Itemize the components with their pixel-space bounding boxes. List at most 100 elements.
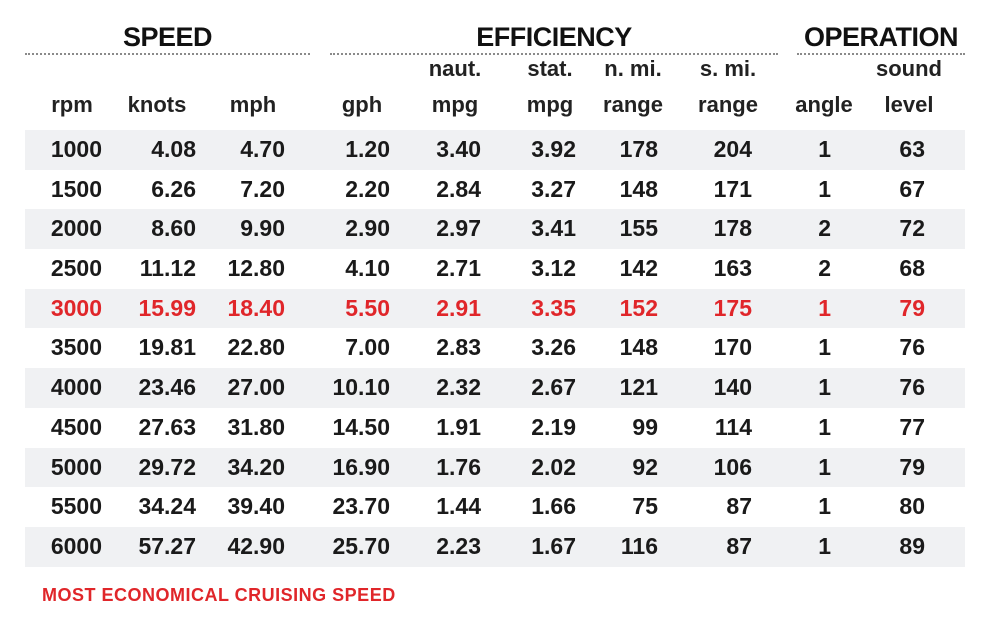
table-row: 5000 29.72 34.20 16.90 1.76 2.02 92 106 1 79	[25, 447, 965, 488]
cell-rpm: 5000	[50, 453, 102, 480]
table-row: 5500 34.24 39.40 23.70 1.44 1.66 75 87 1 80	[25, 487, 965, 527]
cell-mph: 34.20	[227, 453, 285, 480]
cell-angle: 1	[818, 136, 831, 162]
cell-mph: 39.40	[227, 493, 285, 520]
cell-naut-mpg: 1.91	[436, 413, 481, 440]
cell-mph: 27.00	[227, 374, 285, 401]
group-title-operation: OPERATION	[803, 22, 959, 52]
cell-n-range: 155	[619, 215, 658, 242]
cell-stat-mpg: 1.67	[531, 532, 576, 559]
cell-knots: 57.27	[138, 532, 196, 559]
cell-stat-mpg: 2.02	[531, 453, 576, 480]
header-stat-mpg-line1: stat.	[527, 56, 573, 81]
group-title-efficiency: EFFICIENCY	[476, 22, 632, 52]
cell-angle: 2	[818, 215, 831, 242]
cell-s-range: 140	[713, 374, 752, 401]
cell-mph: 12.80	[227, 255, 285, 282]
cell-sound: 68	[899, 255, 925, 282]
cell-n-range: 152	[619, 294, 658, 321]
cell-knots: 34.24	[138, 493, 196, 520]
cell-angle: 1	[818, 374, 831, 401]
table-row: 2000 8.60 9.90 2.90 2.97 3.41 155 178 2 72	[25, 209, 965, 250]
cell-rpm: 2500	[50, 255, 102, 282]
cell-naut-mpg: 3.40	[436, 136, 481, 162]
cell-gph: 10.10	[332, 374, 390, 401]
cell-gph: 16.90	[332, 453, 390, 480]
cell-sound: 77	[899, 413, 925, 440]
cell-gph: 2.90	[345, 215, 390, 242]
table-row: 6000 57.27 42.90 25.70 2.23 1.67 116 87 1 89	[25, 526, 965, 567]
cell-angle: 1	[818, 334, 831, 361]
cell-rpm: 1500	[50, 175, 102, 202]
cell-rpm: 4500	[50, 413, 102, 440]
cell-knots: 19.81	[138, 334, 196, 361]
cell-naut-mpg: 2.84	[436, 175, 481, 202]
cell-sound: 79	[899, 453, 925, 480]
table-row: 2500 11.12 12.80 4.10 2.71 3.12 142 163 2 68	[25, 249, 965, 289]
cell-naut-mpg: 2.23	[436, 532, 481, 559]
cell-s-range: 178	[713, 215, 752, 242]
table-row: 1000 4.08 4.70 1.20 3.40 3.92 178 204 1 63	[25, 130, 965, 170]
cell-stat-mpg: 2.67	[531, 374, 576, 401]
cell-stat-mpg: 3.35	[531, 294, 576, 321]
cell-s-range: 87	[726, 493, 752, 520]
cell-rpm: 1000	[50, 136, 102, 162]
cell-s-range: 170	[713, 334, 752, 361]
cell-stat-mpg: 3.92	[531, 136, 576, 162]
header-sound-line2: level	[884, 92, 934, 117]
header-s-range-line2: range	[698, 92, 758, 117]
header-rpm-line2: rpm	[51, 92, 93, 117]
cell-mph: 18.40	[227, 294, 285, 321]
table-row: 4000 23.46 27.00 10.10 2.32 2.67 121 140 1 76	[25, 368, 965, 408]
cell-naut-mpg: 1.44	[436, 493, 481, 520]
header-naut-mpg-line2: mpg	[431, 92, 479, 117]
cell-stat-mpg: 3.27	[531, 175, 576, 202]
cell-gph: 5.50	[345, 294, 390, 321]
cell-knots: 23.46	[138, 374, 196, 401]
header-n-range-line2: range	[603, 92, 663, 117]
cell-gph: 2.20	[345, 175, 390, 202]
group-title-speed: SPEED	[122, 22, 213, 52]
cell-naut-mpg: 2.32	[436, 374, 481, 401]
cell-gph: 7.00	[345, 334, 390, 361]
cell-stat-mpg: 1.66	[531, 493, 576, 520]
footnote-economical-speed: MOST ECONOMICAL CRUISING SPEED	[42, 585, 396, 605]
cell-angle: 1	[818, 493, 831, 520]
cell-angle: 2	[818, 255, 831, 282]
table-row: 3500 19.81 22.80 7.00 2.83 3.26 148 170 1 76	[25, 328, 965, 368]
cell-n-range: 142	[619, 255, 658, 282]
cell-s-range: 106	[713, 453, 752, 480]
cell-rpm: 2000	[50, 215, 102, 242]
cell-naut-mpg: 2.83	[436, 334, 481, 361]
cell-mph: 22.80	[227, 334, 285, 361]
cell-gph: 25.70	[332, 532, 390, 559]
cell-s-range: 171	[713, 175, 752, 202]
cell-angle: 1	[818, 175, 831, 202]
cell-rpm: 6000	[50, 532, 102, 559]
header-gph-line2: gph	[341, 92, 383, 117]
cell-knots: 4.08	[151, 136, 196, 162]
cell-n-range: 75	[632, 493, 658, 520]
group-rule-operation	[797, 53, 965, 55]
cell-knots: 29.72	[138, 453, 196, 480]
cell-rpm: 3000	[50, 294, 102, 321]
cell-angle: 1	[818, 532, 831, 559]
cell-rpm: 4000	[50, 374, 102, 401]
cell-mph: 7.20	[240, 175, 285, 202]
cell-sound: 76	[899, 374, 925, 401]
cell-mph: 9.90	[240, 215, 285, 242]
cell-n-range: 92	[632, 453, 658, 480]
cell-angle: 1	[818, 413, 831, 440]
cell-mph: 42.90	[227, 532, 285, 559]
cell-gph: 1.20	[345, 136, 390, 162]
header-naut-mpg-line1: naut.	[428, 56, 482, 81]
header-stat-mpg-line2: mpg	[526, 92, 574, 117]
cell-sound: 76	[899, 334, 925, 361]
cell-knots: 6.26	[151, 175, 196, 202]
cell-n-range: 148	[619, 175, 658, 202]
header-s-range-line1: s. mi.	[699, 56, 757, 81]
cell-n-range: 178	[619, 136, 658, 162]
cell-naut-mpg: 2.91	[436, 294, 481, 321]
cell-gph: 4.10	[345, 255, 390, 282]
cell-n-range: 148	[619, 334, 658, 361]
